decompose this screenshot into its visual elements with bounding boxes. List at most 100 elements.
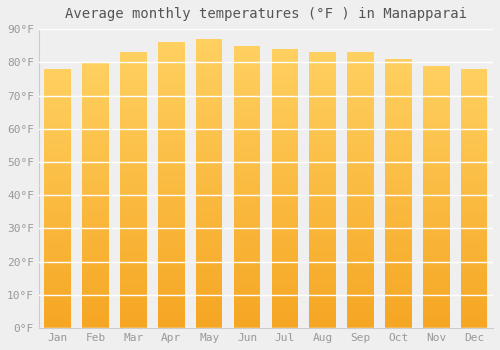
Bar (158, 194, 184, 197)
Bar (423, 265, 450, 268)
Bar (348, 97, 374, 99)
Bar (461, 243, 487, 245)
Bar (82, 94, 109, 97)
Bar (120, 132, 146, 135)
Bar (158, 154, 184, 157)
Bar (44, 118, 71, 121)
Bar (234, 311, 260, 314)
Bar (234, 153, 260, 156)
Bar (423, 220, 450, 223)
Bar (82, 262, 109, 264)
Bar (234, 161, 260, 164)
Bar (158, 105, 184, 108)
Bar (44, 217, 71, 219)
Bar (120, 284, 146, 287)
Bar (196, 134, 222, 137)
Bar (385, 64, 411, 67)
Bar (385, 118, 411, 121)
Bar (158, 88, 184, 91)
Bar (196, 282, 222, 285)
Bar (310, 77, 336, 80)
Bar (120, 77, 146, 80)
Bar (385, 253, 411, 256)
Bar (82, 195, 109, 198)
Bar (196, 120, 222, 123)
Bar (234, 63, 260, 65)
Bar (461, 92, 487, 95)
Bar (348, 284, 374, 287)
Bar (82, 198, 109, 201)
Bar (348, 160, 374, 163)
Bar (44, 183, 71, 186)
Bar (120, 69, 146, 72)
Bar (385, 204, 411, 207)
Bar (120, 201, 146, 204)
Bar (196, 100, 222, 103)
Bar (120, 243, 146, 245)
Bar (348, 69, 374, 72)
Bar (310, 317, 336, 320)
Bar (310, 298, 336, 301)
Bar (423, 236, 450, 239)
Bar (272, 312, 298, 314)
Bar (348, 135, 374, 138)
Bar (120, 289, 146, 292)
Bar (272, 289, 298, 292)
Bar (272, 239, 298, 241)
Bar (196, 273, 222, 276)
Bar (310, 248, 336, 251)
Bar (234, 198, 260, 201)
Bar (196, 140, 222, 143)
Bar (272, 225, 298, 228)
Bar (423, 252, 450, 255)
Bar (272, 191, 298, 194)
Bar (423, 302, 450, 304)
Bar (310, 88, 336, 91)
Bar (348, 185, 374, 188)
Bar (461, 121, 487, 124)
Bar (44, 194, 71, 196)
Bar (461, 310, 487, 313)
Bar (120, 63, 146, 66)
Bar (348, 234, 374, 237)
Bar (310, 116, 336, 119)
Bar (196, 279, 222, 282)
Bar (234, 306, 260, 308)
Bar (272, 320, 298, 323)
Bar (234, 173, 260, 176)
Bar (348, 198, 374, 201)
Bar (272, 175, 298, 177)
Bar (158, 234, 184, 237)
Bar (234, 122, 260, 125)
Bar (234, 272, 260, 274)
Bar (310, 174, 336, 176)
Bar (272, 158, 298, 161)
Bar (423, 155, 450, 158)
Bar (423, 210, 450, 213)
Bar (385, 304, 411, 307)
Bar (120, 138, 146, 141)
Bar (44, 157, 71, 160)
Bar (272, 110, 298, 113)
Bar (423, 79, 450, 81)
Bar (196, 227, 222, 230)
Bar (158, 260, 184, 262)
Bar (82, 153, 109, 155)
Bar (272, 161, 298, 163)
Bar (461, 305, 487, 307)
Bar (310, 168, 336, 171)
Bar (158, 262, 184, 265)
Bar (461, 118, 487, 121)
Bar (423, 108, 450, 110)
Bar (348, 166, 374, 168)
Bar (272, 149, 298, 152)
Bar (196, 294, 222, 296)
Bar (348, 215, 374, 218)
Bar (423, 116, 450, 118)
Bar (44, 211, 71, 214)
Bar (82, 304, 109, 307)
Bar (348, 314, 374, 317)
Bar (120, 85, 146, 88)
Bar (348, 193, 374, 196)
Bar (196, 48, 222, 51)
